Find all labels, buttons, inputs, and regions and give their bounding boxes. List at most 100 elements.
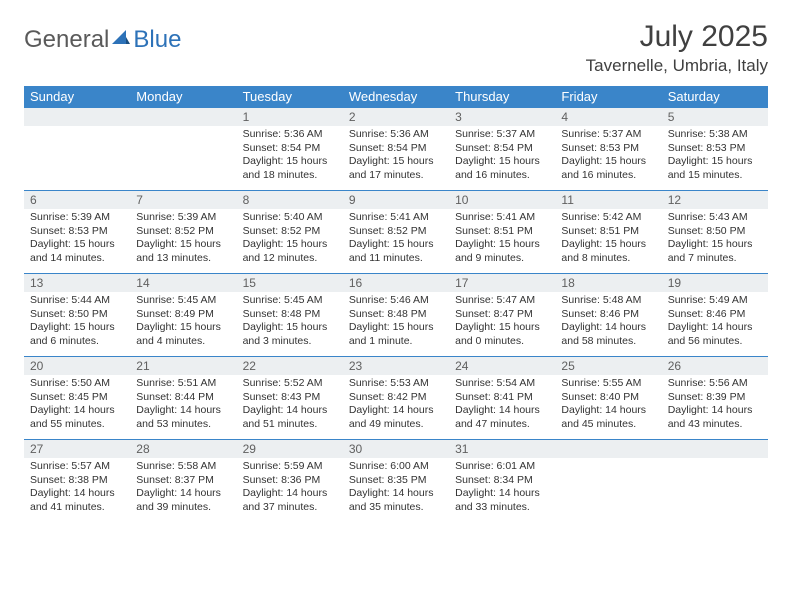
weekday-header: Saturday — [662, 86, 768, 108]
daylight-line: Daylight: 15 hours and 16 minutes. — [561, 155, 655, 182]
daylight-line: Daylight: 15 hours and 17 minutes. — [349, 155, 443, 182]
day-number: 21 — [130, 357, 236, 375]
calendar-day-cell: 13Sunrise: 5:44 AMSunset: 8:50 PMDayligh… — [24, 274, 130, 357]
calendar-week-row: 1Sunrise: 5:36 AMSunset: 8:54 PMDaylight… — [24, 108, 768, 191]
location-label: Tavernelle, Umbria, Italy — [586, 56, 768, 76]
day-number: 23 — [343, 357, 449, 375]
day-number: 29 — [237, 440, 343, 458]
day-body — [130, 126, 236, 190]
day-body: Sunrise: 5:37 AMSunset: 8:53 PMDaylight:… — [555, 126, 661, 190]
sunset-line: Sunset: 8:49 PM — [136, 308, 230, 322]
day-body: Sunrise: 5:44 AMSunset: 8:50 PMDaylight:… — [24, 292, 130, 356]
daylight-line: Daylight: 14 hours and 39 minutes. — [136, 487, 230, 514]
day-number: 18 — [555, 274, 661, 292]
daylight-line: Daylight: 14 hours and 43 minutes. — [668, 404, 762, 431]
day-number: 26 — [662, 357, 768, 375]
day-body: Sunrise: 5:46 AMSunset: 8:48 PMDaylight:… — [343, 292, 449, 356]
calendar-empty-cell — [24, 108, 130, 191]
calendar-week-row: 13Sunrise: 5:44 AMSunset: 8:50 PMDayligh… — [24, 274, 768, 357]
calendar-day-cell: 31Sunrise: 6:01 AMSunset: 8:34 PMDayligh… — [449, 440, 555, 523]
sunrise-line: Sunrise: 5:37 AM — [455, 128, 549, 142]
calendar-day-cell: 12Sunrise: 5:43 AMSunset: 8:50 PMDayligh… — [662, 191, 768, 274]
sunrise-line: Sunrise: 5:47 AM — [455, 294, 549, 308]
calendar-week-row: 20Sunrise: 5:50 AMSunset: 8:45 PMDayligh… — [24, 357, 768, 440]
sunset-line: Sunset: 8:48 PM — [349, 308, 443, 322]
day-body: Sunrise: 5:38 AMSunset: 8:53 PMDaylight:… — [662, 126, 768, 190]
calendar-day-cell: 21Sunrise: 5:51 AMSunset: 8:44 PMDayligh… — [130, 357, 236, 440]
day-body: Sunrise: 5:56 AMSunset: 8:39 PMDaylight:… — [662, 375, 768, 439]
calendar-day-cell: 26Sunrise: 5:56 AMSunset: 8:39 PMDayligh… — [662, 357, 768, 440]
day-number: 7 — [130, 191, 236, 209]
calendar-week-row: 6Sunrise: 5:39 AMSunset: 8:53 PMDaylight… — [24, 191, 768, 274]
sunset-line: Sunset: 8:50 PM — [668, 225, 762, 239]
sunrise-line: Sunrise: 5:40 AM — [243, 211, 337, 225]
day-number: 6 — [24, 191, 130, 209]
calendar-day-cell: 24Sunrise: 5:54 AMSunset: 8:41 PMDayligh… — [449, 357, 555, 440]
calendar-table: SundayMondayTuesdayWednesdayThursdayFrid… — [24, 86, 768, 522]
daylight-line: Daylight: 14 hours and 33 minutes. — [455, 487, 549, 514]
weekday-header: Monday — [130, 86, 236, 108]
daylight-line: Daylight: 15 hours and 7 minutes. — [668, 238, 762, 265]
calendar-day-cell: 3Sunrise: 5:37 AMSunset: 8:54 PMDaylight… — [449, 108, 555, 191]
calendar-day-cell: 22Sunrise: 5:52 AMSunset: 8:43 PMDayligh… — [237, 357, 343, 440]
day-number: 9 — [343, 191, 449, 209]
day-number: 20 — [24, 357, 130, 375]
day-number: 13 — [24, 274, 130, 292]
calendar-day-cell: 15Sunrise: 5:45 AMSunset: 8:48 PMDayligh… — [237, 274, 343, 357]
sunset-line: Sunset: 8:34 PM — [455, 474, 549, 488]
day-number: 4 — [555, 108, 661, 126]
day-body: Sunrise: 5:40 AMSunset: 8:52 PMDaylight:… — [237, 209, 343, 273]
day-number: 30 — [343, 440, 449, 458]
weekday-header: Sunday — [24, 86, 130, 108]
calendar-day-cell: 2Sunrise: 5:36 AMSunset: 8:54 PMDaylight… — [343, 108, 449, 191]
daylight-line: Daylight: 14 hours and 41 minutes. — [30, 487, 124, 514]
day-number: 2 — [343, 108, 449, 126]
day-number — [662, 440, 768, 458]
day-number: 1 — [237, 108, 343, 126]
sunrise-line: Sunrise: 5:36 AM — [243, 128, 337, 142]
sunset-line: Sunset: 8:38 PM — [30, 474, 124, 488]
logo-text-1: General — [24, 26, 109, 54]
sunrise-line: Sunrise: 5:46 AM — [349, 294, 443, 308]
calendar-day-cell: 8Sunrise: 5:40 AMSunset: 8:52 PMDaylight… — [237, 191, 343, 274]
day-body: Sunrise: 5:41 AMSunset: 8:51 PMDaylight:… — [449, 209, 555, 273]
sunrise-line: Sunrise: 5:38 AM — [668, 128, 762, 142]
logo-text-2: Blue — [133, 26, 181, 54]
calendar-empty-cell — [662, 440, 768, 523]
sunrise-line: Sunrise: 5:43 AM — [668, 211, 762, 225]
sunset-line: Sunset: 8:35 PM — [349, 474, 443, 488]
weekday-header: Thursday — [449, 86, 555, 108]
day-number — [555, 440, 661, 458]
day-body: Sunrise: 5:37 AMSunset: 8:54 PMDaylight:… — [449, 126, 555, 190]
daylight-line: Daylight: 15 hours and 16 minutes. — [455, 155, 549, 182]
sunrise-line: Sunrise: 5:53 AM — [349, 377, 443, 391]
calendar-day-cell: 18Sunrise: 5:48 AMSunset: 8:46 PMDayligh… — [555, 274, 661, 357]
sunrise-line: Sunrise: 5:41 AM — [349, 211, 443, 225]
sunset-line: Sunset: 8:42 PM — [349, 391, 443, 405]
daylight-line: Daylight: 15 hours and 0 minutes. — [455, 321, 549, 348]
sunrise-line: Sunrise: 5:45 AM — [243, 294, 337, 308]
day-number: 17 — [449, 274, 555, 292]
sunrise-line: Sunrise: 5:54 AM — [455, 377, 549, 391]
daylight-line: Daylight: 14 hours and 55 minutes. — [30, 404, 124, 431]
day-body — [662, 458, 768, 522]
daylight-line: Daylight: 15 hours and 4 minutes. — [136, 321, 230, 348]
sunset-line: Sunset: 8:52 PM — [243, 225, 337, 239]
daylight-line: Daylight: 14 hours and 49 minutes. — [349, 404, 443, 431]
daylight-line: Daylight: 15 hours and 1 minute. — [349, 321, 443, 348]
calendar-day-cell: 10Sunrise: 5:41 AMSunset: 8:51 PMDayligh… — [449, 191, 555, 274]
day-body: Sunrise: 5:55 AMSunset: 8:40 PMDaylight:… — [555, 375, 661, 439]
sunset-line: Sunset: 8:53 PM — [668, 142, 762, 156]
sunrise-line: Sunrise: 5:55 AM — [561, 377, 655, 391]
sunrise-line: Sunrise: 5:57 AM — [30, 460, 124, 474]
day-body: Sunrise: 5:42 AMSunset: 8:51 PMDaylight:… — [555, 209, 661, 273]
daylight-line: Daylight: 14 hours and 45 minutes. — [561, 404, 655, 431]
day-body: Sunrise: 5:54 AMSunset: 8:41 PMDaylight:… — [449, 375, 555, 439]
sunset-line: Sunset: 8:53 PM — [561, 142, 655, 156]
day-number: 25 — [555, 357, 661, 375]
sunrise-line: Sunrise: 5:36 AM — [349, 128, 443, 142]
day-number: 31 — [449, 440, 555, 458]
day-body: Sunrise: 5:57 AMSunset: 8:38 PMDaylight:… — [24, 458, 130, 522]
sunset-line: Sunset: 8:41 PM — [455, 391, 549, 405]
sunrise-line: Sunrise: 5:44 AM — [30, 294, 124, 308]
